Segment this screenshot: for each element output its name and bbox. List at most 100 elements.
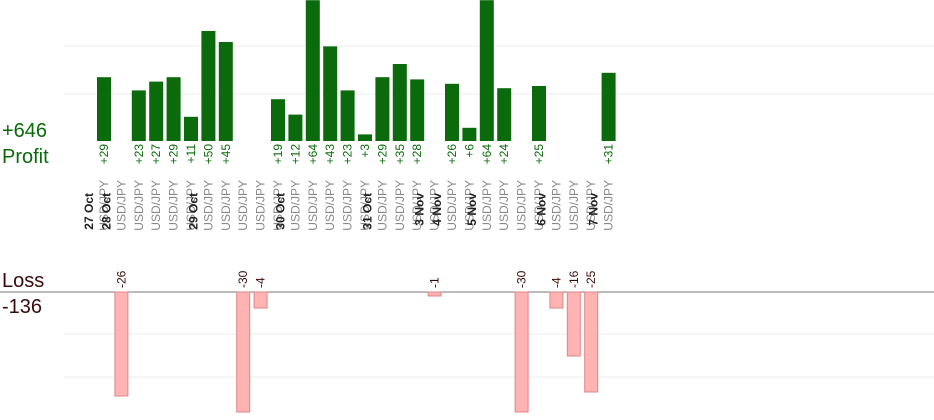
profit-bar [340,90,355,141]
profit-value-label: +50 [201,144,215,165]
profit-bar [97,77,111,141]
date-label: 5 Nov [465,193,479,226]
pair-label: USD/JPY [375,180,389,231]
profit-value-label: +12 [288,144,302,165]
pair-label: USD/JPY [341,180,355,231]
profit-value-label: +25 [532,144,546,165]
profit-value-label: +29 [97,144,111,165]
profit-bar [323,46,338,141]
pair-label: USD/JPY [184,180,198,231]
pair-label: USD/JPY [167,180,181,231]
profit-bar [218,42,233,141]
profit-value-label: +64 [480,144,494,165]
profit-value-label: +24 [497,144,511,165]
profit-value-label: +19 [271,144,285,165]
loss-bar [566,291,581,357]
pair-label: USD/JPY [567,180,581,231]
profit-bar [131,90,146,141]
loss-bar [253,291,268,309]
profit-bar [410,79,425,141]
pair-label: USD/JPY [288,180,302,231]
profit-bar [358,134,372,141]
loss-value-label: -16 [567,270,581,288]
pair-label: USD/JPY [114,180,128,231]
pair-label: USD/JPY [306,180,320,231]
date-label: 7 Nov [587,193,601,226]
pair-label: USD/JPY [497,180,511,231]
profit-bar [375,77,390,141]
loss-bar [549,291,564,309]
profit-value-label: +27 [149,144,163,165]
profit-bar [392,64,407,141]
loss-bar [514,291,529,413]
pair-label: USD/JPY [393,180,407,231]
profit-bar [201,31,216,141]
profit-value-label: +26 [445,144,459,165]
profit-bar [288,114,303,141]
pair-label: USD/JPY [532,180,546,231]
pair-label: USD/JPY [410,180,424,231]
date-label: 28 Oct [99,193,113,230]
pair-label: USD/JPY [132,180,146,231]
pair-label: USD/JPY [428,180,442,231]
profit-label: Profit [2,146,49,168]
loss-value-label: -4 [254,277,268,288]
loss-value-label: -30 [236,270,250,288]
pair-label: USD/JPY [462,180,476,231]
pair-label: USD/JPY [201,180,215,231]
profit-value-label: +29 [375,144,389,165]
profit-bar [601,72,616,141]
loss-value-label: -1 [428,277,442,288]
pair-label: USD/JPY [323,180,337,231]
loss-bar [236,291,251,413]
pair-label: USD/JPY [445,180,459,231]
pair-label: USD/JPY [271,180,285,231]
date-label: 30 Oct [273,193,287,230]
profit-bar [271,99,285,141]
loss-value-label: -25 [584,270,598,288]
profit-bar [479,0,494,142]
loss-bar [114,291,129,397]
profit-value-label: +64 [306,144,320,165]
profit-value-label: +6 [462,144,476,158]
profit-bar [184,116,198,141]
pair-label: USD/JPY [236,180,250,231]
profit-bar [532,86,546,141]
date-label: 4 Nov [430,193,444,226]
loss-total: -136 [2,296,42,318]
loss-bar [584,291,599,393]
profit-value-label: +28 [410,144,424,165]
profit-bar [305,0,320,142]
pair-label: USD/JPY [254,180,268,231]
loss-value-label: -26 [114,270,128,288]
pair-label: USD/JPY [584,180,598,231]
loss-label: Loss [2,270,44,292]
profit-value-label: +43 [323,144,337,165]
profit-value-label: +35 [393,144,407,165]
date-label: 29 Oct [186,193,200,230]
date-label: 27 Oct [82,193,96,230]
date-label: 3 Nov [413,193,427,226]
pair-label: USD/JPY [219,180,233,231]
profit-total: +646 [2,120,47,142]
pair-label: USD/JPY [358,180,372,231]
profit-bar [149,81,164,141]
profit-value-label: +11 [184,144,198,164]
loss-value-label: -30 [515,270,529,288]
profit-bar [462,127,477,141]
profit-bar [445,83,459,141]
pair-label: USD/JPY [549,180,563,231]
profit-value-label: +3 [358,144,372,158]
profit-value-label: +23 [341,144,355,165]
pair-label: USD/JPY [515,180,529,231]
profit-bar [497,88,512,141]
date-label: 6 Nov [534,193,548,226]
profit-value-label: +45 [219,144,233,165]
pair-label: USD/JPY [602,180,616,231]
pair-label: USD/JPY [97,180,111,231]
loss-value-label: -4 [549,277,563,288]
profit-value-label: +29 [167,144,181,165]
profit-bar [166,77,181,141]
